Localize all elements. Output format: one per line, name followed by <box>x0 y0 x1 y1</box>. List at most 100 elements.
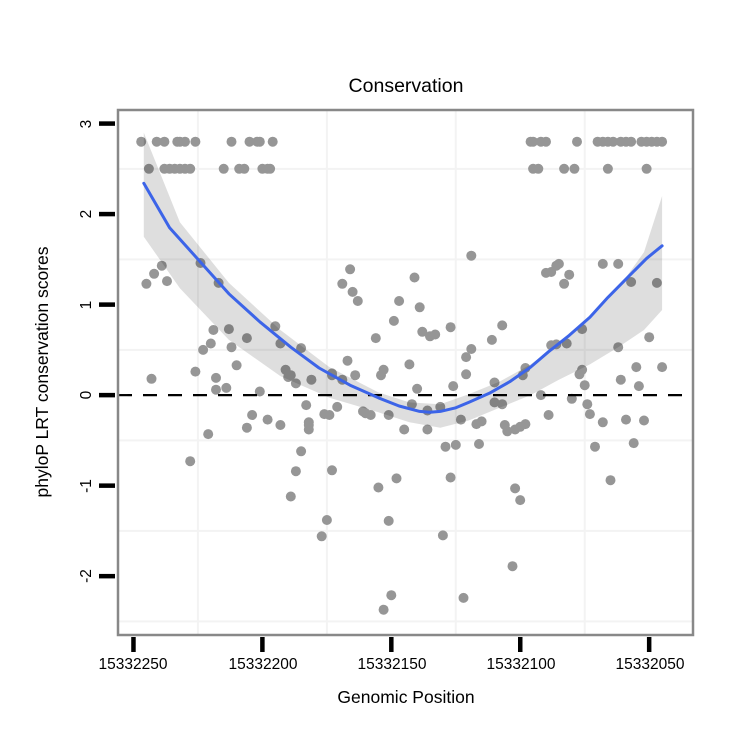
data-point <box>316 531 327 542</box>
data-point <box>241 333 252 344</box>
data-point <box>143 163 154 174</box>
data-point <box>185 456 196 467</box>
data-point <box>572 136 582 147</box>
data-point <box>535 390 546 401</box>
data-point <box>303 417 314 428</box>
data-point <box>520 419 531 430</box>
data-point <box>404 359 415 370</box>
x-tick-label: 15332200 <box>229 656 298 673</box>
data-point <box>185 163 196 174</box>
data-point <box>455 414 466 425</box>
data-point <box>190 136 201 147</box>
data-point <box>254 386 265 397</box>
x-tick-label: 15332050 <box>616 656 685 673</box>
data-point <box>345 264 356 275</box>
data-point <box>203 429 214 440</box>
data-point <box>347 286 358 297</box>
data-point <box>306 374 317 385</box>
data-point <box>651 277 662 288</box>
data-point <box>657 136 668 147</box>
data-point <box>301 400 312 411</box>
smooth-line <box>142 181 664 414</box>
data-point <box>265 163 276 174</box>
data-point <box>639 415 649 426</box>
data-point <box>448 381 459 392</box>
data-point <box>584 409 595 420</box>
data-point <box>515 495 526 506</box>
data-point <box>162 276 172 287</box>
data-point <box>226 342 237 353</box>
data-point <box>226 136 237 147</box>
x-tick-label: 15332250 <box>99 656 168 673</box>
data-point <box>422 424 433 435</box>
data-point <box>373 482 384 493</box>
data-point <box>445 472 456 483</box>
data-point <box>510 483 521 494</box>
data-point <box>613 258 624 269</box>
data-point <box>211 372 221 383</box>
data-point <box>476 416 487 427</box>
data-point <box>597 417 608 428</box>
data-point <box>239 163 250 174</box>
data-point <box>613 342 624 353</box>
data-point <box>641 163 652 174</box>
data-point <box>394 296 405 306</box>
x-tick-label: 15332150 <box>358 656 427 673</box>
y-tick-label: -1 <box>78 479 95 493</box>
plot-panel <box>99 108 695 652</box>
data-point <box>528 136 539 147</box>
data-point <box>296 446 307 457</box>
data-point <box>290 466 301 477</box>
data-point <box>296 343 307 354</box>
data-point <box>414 302 425 313</box>
data-point <box>337 278 348 289</box>
data-point <box>450 439 461 450</box>
data-point <box>628 438 639 449</box>
x-tick-label: 15332100 <box>487 656 556 673</box>
chart-title: Conservation <box>349 75 464 97</box>
data-point <box>244 136 255 147</box>
data-point <box>262 414 273 425</box>
data-point <box>342 355 353 366</box>
data-point <box>590 441 600 452</box>
data-point <box>559 278 570 289</box>
data-point <box>180 136 190 147</box>
data-point <box>579 380 590 391</box>
data-point <box>633 381 644 392</box>
data-point <box>290 378 301 389</box>
data-point <box>602 163 613 174</box>
data-point <box>597 258 608 269</box>
data-point <box>332 401 343 412</box>
data-point <box>146 373 157 384</box>
y-tick-label: -2 <box>78 569 95 583</box>
data-point <box>474 439 484 449</box>
data-point <box>198 344 209 355</box>
data-point <box>211 384 221 395</box>
data-point <box>141 278 152 289</box>
data-point <box>156 260 167 271</box>
data-point <box>461 369 472 380</box>
y-axis-title: phyloP LRT conservation scores <box>32 246 52 497</box>
data-point <box>466 344 477 354</box>
data-point <box>631 362 642 373</box>
data-point <box>458 592 469 603</box>
data-point <box>657 362 668 373</box>
data-point <box>321 515 332 525</box>
y-tick-label: 0 <box>78 390 95 399</box>
data-point <box>497 399 508 410</box>
data-point <box>383 515 394 526</box>
panel-border <box>116 108 695 637</box>
data-point <box>231 360 242 371</box>
data-point <box>569 163 580 174</box>
data-point <box>615 374 626 385</box>
data-point <box>370 333 381 344</box>
data-point <box>386 590 397 601</box>
data-point <box>507 561 518 572</box>
y-tick-label: 3 <box>78 120 95 129</box>
data-point <box>406 399 417 410</box>
data-point <box>151 136 162 147</box>
data-point <box>553 258 564 269</box>
data-point <box>149 268 160 279</box>
data-point <box>136 136 147 147</box>
